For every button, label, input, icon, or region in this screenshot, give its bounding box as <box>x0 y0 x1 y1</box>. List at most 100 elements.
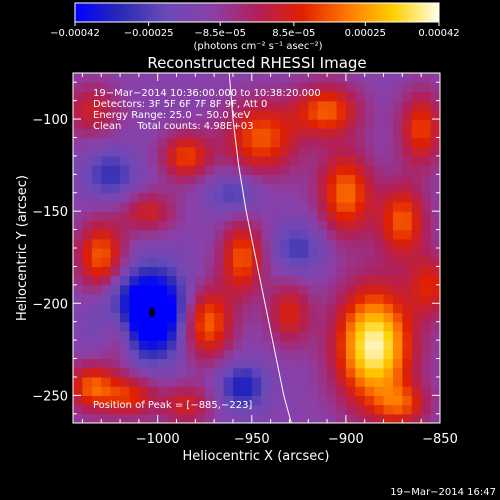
heatmap-cell <box>214 257 225 268</box>
heatmap-cell <box>73 376 84 387</box>
heatmap-cell <box>261 73 272 83</box>
heatmap-cell <box>355 155 366 166</box>
heatmap-cell <box>101 248 112 258</box>
heatmap-cell <box>91 192 102 203</box>
heatmap-cell <box>289 386 300 396</box>
heatmap-cell <box>251 183 262 194</box>
heatmap-cell <box>185 165 196 175</box>
heatmap-cell <box>383 358 394 369</box>
heatmap-cell <box>411 137 422 148</box>
heatmap-cell <box>402 294 413 304</box>
heatmap-cell <box>298 404 309 415</box>
heatmap-cell <box>73 238 84 249</box>
heatmap-cell <box>251 192 262 203</box>
heatmap-cell <box>167 137 178 148</box>
heatmap-cell <box>327 340 338 350</box>
heatmap-cell <box>280 146 291 157</box>
heatmap-cell <box>411 340 422 350</box>
heatmap-cell <box>345 238 356 249</box>
heatmap-cell <box>204 330 215 341</box>
heatmap-cell <box>430 413 440 423</box>
heatmap-cell <box>364 220 375 231</box>
heatmap-cell <box>82 220 93 231</box>
heatmap-cell <box>411 321 422 332</box>
heatmap-cell <box>120 367 131 378</box>
heatmap-cell <box>185 183 196 194</box>
heatmap-cell <box>298 73 309 83</box>
heatmap-cell <box>223 146 234 157</box>
heatmap-cell <box>101 321 112 332</box>
heatmap-cell <box>157 266 168 277</box>
heatmap-cell <box>280 358 291 369</box>
heatmap-cell <box>223 367 234 378</box>
heatmap-cell <box>232 266 243 277</box>
heatmap-cell <box>430 201 440 212</box>
heatmap-cell <box>374 275 385 286</box>
heatmap-cell <box>110 137 121 148</box>
heatmap-cell <box>138 146 149 157</box>
heatmap-cell <box>355 229 366 240</box>
heatmap-cell <box>129 367 140 378</box>
heatmap-cell <box>421 100 432 111</box>
heatmap-cell <box>242 192 253 203</box>
heatmap-cell <box>411 146 422 157</box>
heatmap-cell <box>298 330 309 341</box>
heatmap-cell <box>289 128 300 139</box>
heatmap-cell <box>242 82 253 93</box>
heatmap-cell <box>167 165 178 175</box>
heatmap-cell <box>129 82 140 93</box>
heatmap-cell <box>101 413 112 423</box>
heatmap-cell <box>430 257 440 268</box>
heatmap-cell <box>251 137 262 148</box>
heatmap-cell <box>289 303 300 314</box>
heatmap-cell <box>223 275 234 286</box>
heatmap-cell <box>223 183 234 194</box>
heatmap-cell <box>345 201 356 212</box>
heatmap-cell <box>374 174 385 185</box>
heatmap-cell <box>157 165 168 175</box>
heatmap-cell <box>91 91 102 102</box>
heatmap-cell <box>110 109 121 120</box>
heatmap-cell <box>317 321 328 332</box>
heatmap-cell <box>195 220 206 231</box>
heatmap-cell <box>91 82 102 93</box>
heatmap-cell <box>402 146 413 157</box>
heatmap-cell <box>73 128 84 139</box>
heatmap-cell <box>392 266 403 277</box>
footer-timestamp: 19−Mar−2014 16:47 <box>390 487 496 498</box>
heatmap-cell <box>336 275 347 286</box>
heatmap-cell <box>167 82 178 93</box>
heatmap-cell <box>392 349 403 360</box>
heatmap-cell <box>129 91 140 102</box>
heatmap-cell <box>138 284 149 295</box>
heatmap-cell <box>214 266 225 277</box>
heatmap-cell <box>73 284 84 295</box>
heatmap-cell <box>374 294 385 304</box>
heatmap-cell <box>374 73 385 83</box>
heatmap-cell <box>345 358 356 369</box>
heatmap-cell <box>157 146 168 157</box>
heatmap-cell <box>364 257 375 268</box>
heatmap-cell <box>392 275 403 286</box>
heatmap-cell <box>289 192 300 203</box>
heatmap-cell <box>261 330 272 341</box>
heatmap-cell <box>148 128 159 139</box>
heatmap-cell <box>345 367 356 378</box>
heatmap-cell <box>110 248 121 258</box>
heatmap-cell <box>402 165 413 175</box>
heatmap-cell <box>167 395 178 406</box>
heatmap-cell <box>261 395 272 406</box>
heatmap-cell <box>214 340 225 350</box>
heatmap-cell <box>308 349 319 360</box>
heatmap-cell <box>327 321 338 332</box>
heatmap-cell <box>157 376 168 387</box>
heatmap-cell <box>185 294 196 304</box>
heatmap-cell <box>242 303 253 314</box>
heatmap-cell <box>392 340 403 350</box>
heatmap-cell <box>345 128 356 139</box>
heatmap-cell <box>280 155 291 166</box>
heatmap-cell <box>223 220 234 231</box>
heatmap-cell <box>374 220 385 231</box>
heatmap-cell <box>148 146 159 157</box>
